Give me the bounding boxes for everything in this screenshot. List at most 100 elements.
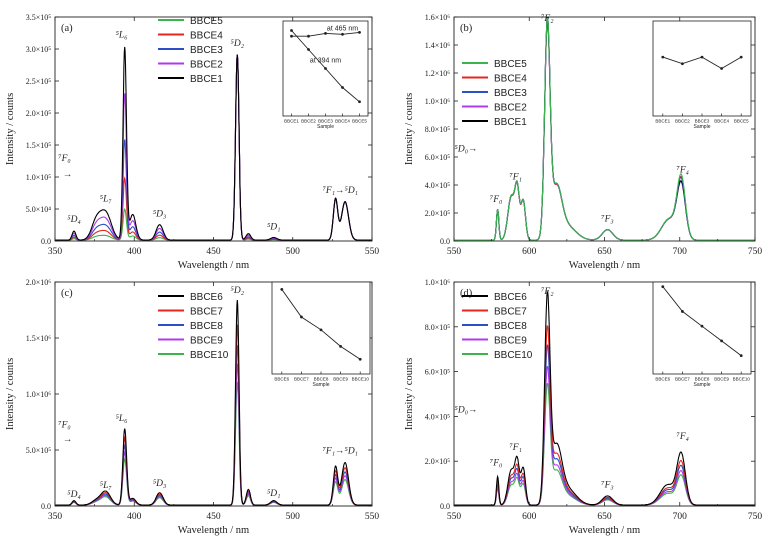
legend-label: BBCE5 [494,59,527,70]
series-line-bbce6 [454,290,755,506]
inset-point [358,357,362,361]
inset-x-tick-label: BBCE5 [734,119,749,124]
inset-point [300,315,303,319]
panel-label: (b) [460,23,473,34]
x-axis-label: Wavelength / nm [569,260,640,271]
y-tick-label: 4.0×10⁵ [425,412,451,421]
inset-series-label: at 465 nm [327,25,358,32]
inset-x-tick-label: BBCE2 [301,119,316,124]
inset-x-tick-label: BBCE4 [335,119,350,124]
peak-annotation: → [63,435,73,445]
legend: BBCE6 BBCE7 BBCE8 BBCE9 BBCE10 [462,292,533,361]
y-tick-label: 6.0×10⁵ [425,153,451,162]
inset-point [358,100,361,104]
inset-x-tick-label: BBCE1 [655,119,670,124]
y-tick-label: 2.5×10⁵ [26,77,52,86]
inset-point [720,67,723,70]
y-tick-label: 6.0×10⁵ [425,368,451,377]
inset-chart: at 465 nm at 394 nm BBCE1 BBCE2 BBCE3 BBCE4 BB… [282,20,369,130]
y-tick-label: 0.0 [440,502,450,511]
y-tick-label: 1.0×10⁶ [425,278,451,287]
legend-label: BBCE7 [190,307,223,318]
y-tick-label: 2.0×10⁵ [26,109,52,118]
inset-point [280,287,284,291]
peak-annotation: → [63,170,73,180]
y-tick-label: 0.0 [41,237,51,246]
x-axis-label: Wavelength / nm [178,525,249,536]
inset-point [307,34,310,38]
y-tick-label: 1.4×10⁶ [425,41,451,50]
inset-point [290,29,293,32]
inset-chart: BBCE6 BBCE7 BBCE8 BBCE9 BBCE10 Sample [652,281,752,388]
inset-x-tick-label: BBCE9 [714,377,729,382]
peak-annotation: ⁵D₄ [67,490,80,500]
y-tick-label: 1.5×10⁵ [26,141,52,150]
inset-series-label: at 394 nm [310,58,341,65]
peak-annotation: ⁷F₂ [541,14,554,24]
inset-x-tick-label: BBCE4 [714,119,729,124]
legend-label: BBCE8 [494,321,527,332]
legend-label: BBCE6 [494,292,527,303]
inset-x-tick-label: BBCE3 [695,119,710,124]
inset-point [319,328,323,332]
peak-annotation: ⁷F₄ [677,165,689,175]
inset-point [661,285,665,288]
x-tick-label: 550 [447,512,462,522]
y-tick-label: 3.5×10⁵ [26,13,52,22]
x-tick-label: 450 [206,247,221,257]
series-line-bbce5 [454,17,755,241]
inset-point [681,62,684,66]
inset-x-axis-label: Sample [313,382,330,388]
y-tick-label: 4.0×10⁵ [425,181,451,190]
x-tick-label: 600 [522,247,537,257]
peak-annotation: ⁵D₃ [153,479,166,489]
panel-b: 550 600 650 700 750 0.0 2.0×10⁵ 4.0×10⁵ 6.0×10⁵ 8… [404,13,762,271]
inset-x-tick-label: BBCE8 [695,377,710,382]
inset-point [307,48,310,51]
inset-x-tick-label: BBCE2 [675,119,690,124]
peak-annotation: ⁷F₀ [490,458,502,468]
y-tick-label: 2.0×10⁵ [425,209,451,218]
series-lines [454,290,755,506]
legend-label: BBCE9 [190,336,223,347]
x-tick-label: 500 [286,512,301,522]
inset-x-tick-label: BBCE6 [274,377,289,382]
peak-annotation: ⁵D₀→ [455,144,478,154]
inset-point [290,34,293,38]
y-tick-label: 8.0×10⁵ [425,323,451,332]
inset-point [661,55,665,59]
peak-annotation: ⁷F₃ [601,481,613,491]
inset-x-axis-label: Sample [317,124,334,130]
inset-x-tick-label: BBCE7 [675,377,690,382]
legend-label: BBCE8 [190,321,223,332]
y-tick-label: 1.2×10⁶ [425,69,451,78]
y-tick-label: 5.0×10⁴ [26,205,52,214]
peak-annotation: ⁵L₇ [100,481,113,491]
x-tick-label: 400 [127,512,142,522]
x-tick-label: 400 [127,247,142,257]
peak-annotation: ⁷F₁ [509,443,521,453]
inset-x-tick-label: BBCE1 [284,119,299,124]
inset-point [358,31,361,34]
inset-frame [271,281,371,375]
legend-label: BBCE2 [190,60,223,71]
peak-annotation: ⁷F₁→⁵D₁ [323,446,358,456]
x-tick-label: 450 [206,512,221,522]
x-tick-label: 550 [447,247,462,257]
legend-label: BBCE10 [494,350,533,361]
inset-frame [652,20,752,117]
inset-x-tick-label: BBCE10 [733,377,751,382]
legend-label: BBCE3 [494,88,527,99]
x-axis-label: Wavelength / nm [569,525,640,536]
peak-annotation: ⁵D₁ [267,489,280,499]
legend: BBCE5 BBCE4 BBCE3 BBCE2 BBCE1 [158,16,223,85]
x-tick-label: 750 [748,247,763,257]
legend-label: BBCE5 [190,16,223,27]
y-axis-label: Intensity / counts [404,93,415,165]
inset-x-tick-label: BBCE10 [352,377,370,382]
y-tick-label: 1.0×10⁵ [26,173,52,182]
x-axis-label: Wavelength / nm [178,260,249,271]
peak-annotation: ⁷F₄ [677,432,689,442]
legend-label: BBCE9 [494,336,527,347]
peak-annotation: ⁵L₆ [116,414,128,424]
